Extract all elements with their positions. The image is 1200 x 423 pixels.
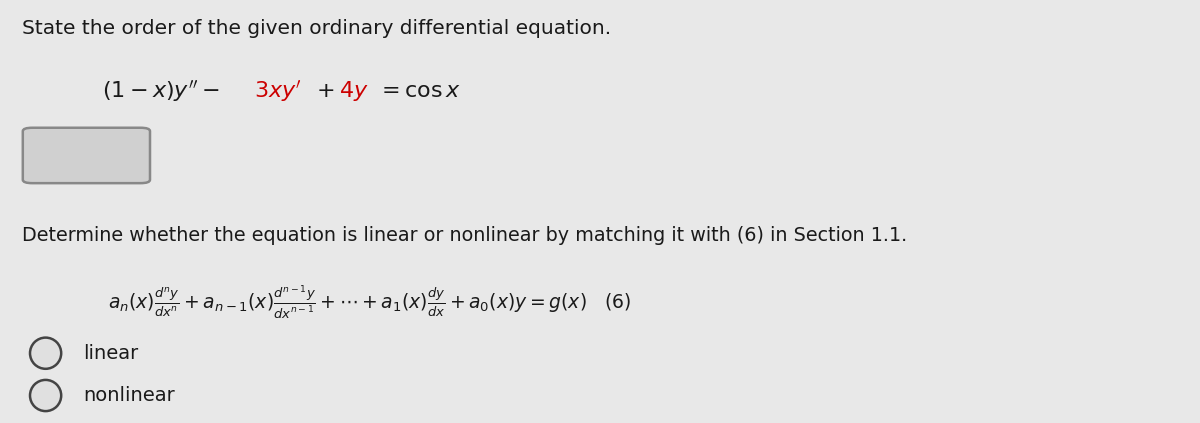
Text: $ + $: $ + $ (316, 80, 334, 102)
Text: State the order of the given ordinary differential equation.: State the order of the given ordinary di… (22, 19, 611, 38)
Ellipse shape (30, 380, 61, 411)
Ellipse shape (30, 338, 61, 369)
FancyBboxPatch shape (23, 128, 150, 183)
Text: linear: linear (83, 344, 138, 363)
Text: $(1 - x)y'' - $: $(1 - x)y'' - $ (102, 78, 220, 104)
Text: $ = \cos x$: $ = \cos x$ (377, 80, 461, 102)
Text: Determine whether the equation is linear or nonlinear by matching it with (6) in: Determine whether the equation is linear… (22, 226, 907, 245)
Text: $3xy'$: $3xy'$ (254, 78, 301, 104)
Text: nonlinear: nonlinear (83, 386, 174, 405)
Text: $4y$: $4y$ (340, 79, 368, 103)
Text: $a_n(x)\frac{d^n y}{dx^n} + a_{n-1}(x)\frac{d^{n-1}y}{dx^{n-1}} + \cdots + a_1(x: $a_n(x)\frac{d^n y}{dx^n} + a_{n-1}(x)\f… (108, 284, 631, 321)
